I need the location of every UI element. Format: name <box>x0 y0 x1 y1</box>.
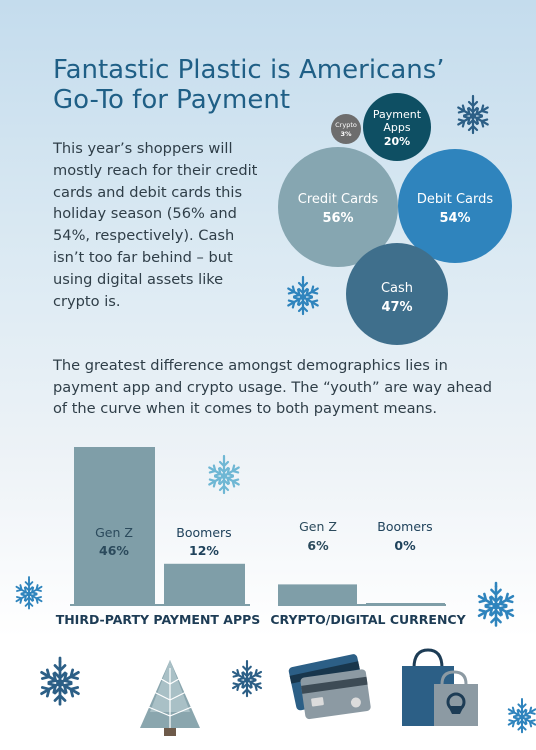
bar-boomers-payment-apps-value: 12% <box>189 543 219 558</box>
snowflake-icon <box>206 454 242 495</box>
bubble-cash-value: 47% <box>381 300 412 315</box>
snowflake-icon <box>13 576 45 610</box>
credit-card-icon <box>288 654 371 720</box>
bubble-payment-apps: Payment Apps 20% <box>363 93 431 161</box>
bubble-credit-cards-label: Credit Cards <box>298 192 379 207</box>
payment-apps-category-label: THIRD-PARTY PAYMENT APPS <box>56 612 261 627</box>
title-line-1: Fantastic Plastic is Americans’ <box>53 55 445 85</box>
shopping-bag-icon <box>402 648 478 726</box>
bar-gen-z-crypto <box>278 584 357 605</box>
bar-gen-z-crypto-value: 6% <box>307 538 329 553</box>
bar-gen-z-payment-apps-label: Gen Z <box>95 525 133 540</box>
snowflake-icon <box>285 275 321 316</box>
bubble-payment-apps-value: 20% <box>384 135 410 148</box>
snowflake-icon <box>505 698 536 734</box>
crypto-category-label: CRYPTO/DIGITAL CURRENCY <box>270 612 466 627</box>
bar-boomers-payment-apps-label: Boomers <box>176 525 231 540</box>
bubble-crypto: Crypto 3% <box>331 114 361 144</box>
intro-paragraph: This year’s shoppers will mostly reach f… <box>53 140 258 310</box>
bubble-debit-cards-value: 54% <box>439 211 470 226</box>
bubble-credit-cards-value: 56% <box>322 211 353 226</box>
snowflake-icon <box>455 94 491 135</box>
bubble-cash: Cash 47% <box>346 243 448 345</box>
bubble-crypto-value: 3% <box>340 130 352 138</box>
bubble-cash-circle <box>346 243 448 345</box>
bar-gen-z-crypto-label: Gen Z <box>299 519 337 534</box>
christmas-tree-icon <box>140 660 200 736</box>
bar-boomers-payment-apps <box>164 563 245 605</box>
bubble-payment-apps-label-1: Payment <box>373 108 422 121</box>
bar-boomers-crypto <box>366 603 445 605</box>
bubble-credit-cards-circle <box>278 147 398 267</box>
bar-gen-z-payment-apps-value: 46% <box>99 543 129 558</box>
title-line-2: Go-To for Payment <box>53 85 291 115</box>
demographics-paragraph: The greatest difference amongst demograp… <box>53 357 492 418</box>
bubble-debit-cards-label: Debit Cards <box>417 192 494 207</box>
bubble-crypto-label: Crypto <box>335 121 357 129</box>
bubble-cash-label: Cash <box>381 281 413 296</box>
bubble-debit-cards-circle <box>398 149 512 263</box>
bar-boomers-crypto-label: Boomers <box>377 519 432 534</box>
bubble-debit-cards: Debit Cards 54% <box>398 149 512 263</box>
bubble-payment-apps-label-2: Apps <box>383 121 410 134</box>
snowflake-icon <box>37 656 83 706</box>
page-title: Fantastic Plastic is Americans’ Go-To fo… <box>53 55 493 115</box>
bar-boomers-crypto-value: 0% <box>394 538 416 553</box>
bar-gen-z-payment-apps <box>74 447 155 605</box>
payment-bubble-chart: Crypto 3% Payment Apps 20% Credit Cards … <box>278 93 512 345</box>
bubble-credit-cards: Credit Cards 56% <box>278 147 398 267</box>
snowflake-icon <box>230 659 264 698</box>
bubble-payment-apps-circle <box>363 93 431 161</box>
snowflake-icon <box>475 581 517 627</box>
bubble-crypto-circle <box>331 114 361 144</box>
